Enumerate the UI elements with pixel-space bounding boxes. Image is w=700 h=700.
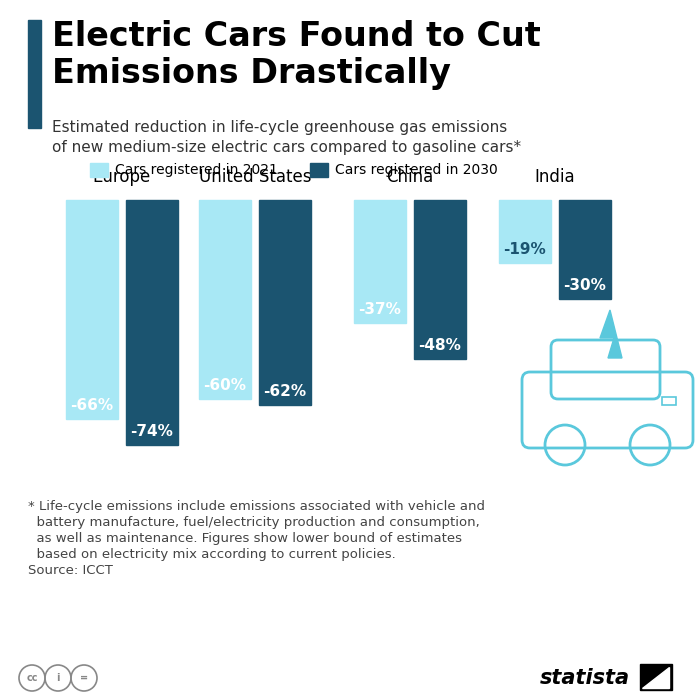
Text: battery manufacture, fuel/electricity production and consumption,: battery manufacture, fuel/electricity pr… [28,516,480,529]
Bar [259,200,311,405]
Text: based on electricity mix according to current policies.: based on electricity mix according to cu… [28,548,395,561]
Text: Source: ICCT: Source: ICCT [28,564,113,577]
Text: -37%: -37% [358,302,401,316]
Text: statista: statista [540,668,630,688]
Text: -19%: -19% [503,242,547,257]
Text: Europe: Europe [93,168,151,186]
Text: Electric Cars Found to Cut
Emissions Drastically: Electric Cars Found to Cut Emissions Dra… [52,20,540,90]
Bar [28,20,41,128]
Bar [640,664,672,690]
Bar [310,163,328,177]
Text: -74%: -74% [131,424,174,439]
Bar [354,200,406,323]
Bar [662,397,676,405]
Text: as well as maintenance. Figures show lower bound of estimates: as well as maintenance. Figures show low… [28,532,462,545]
Bar [90,163,108,177]
Bar [126,200,178,445]
Text: -66%: -66% [71,398,113,412]
Text: Cars registered in 2030: Cars registered in 2030 [335,163,498,177]
Text: Cars registered in 2021: Cars registered in 2021 [115,163,278,177]
Bar [499,200,551,263]
Text: i: i [56,673,60,683]
Text: * Life-cycle emissions include emissions associated with vehicle and: * Life-cycle emissions include emissions… [28,500,485,513]
Text: United States: United States [199,168,312,186]
Text: -62%: -62% [263,384,307,400]
Text: Estimated reduction in life-cycle greenhouse gas emissions
of new medium-size el: Estimated reduction in life-cycle greenh… [52,120,521,155]
Bar [559,200,611,300]
Text: -48%: -48% [419,338,461,353]
Text: China: China [386,168,433,186]
Polygon shape [642,667,669,688]
Bar [66,200,118,419]
Text: -30%: -30% [564,279,606,293]
Text: cc: cc [27,673,38,683]
Text: -60%: -60% [204,378,246,393]
Text: =: = [80,673,88,683]
Bar [414,200,466,359]
Bar [199,200,251,399]
Polygon shape [600,310,622,358]
Text: India: India [535,168,575,186]
